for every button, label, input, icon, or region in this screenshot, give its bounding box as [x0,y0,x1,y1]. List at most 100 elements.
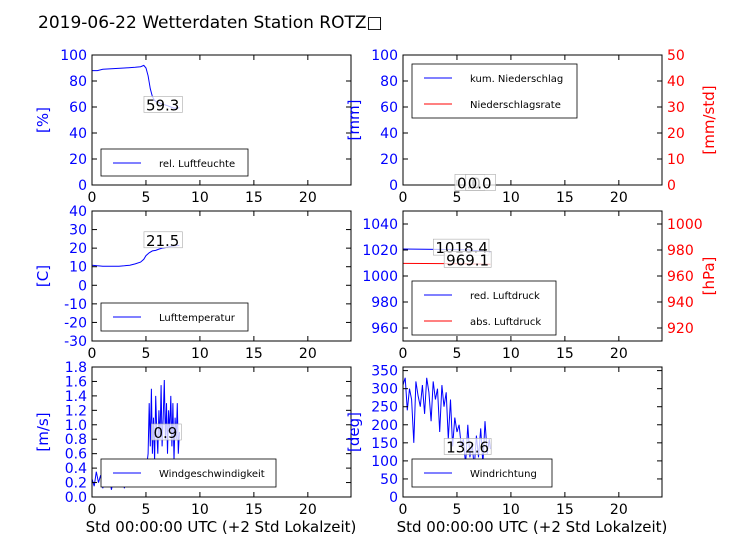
y-tick-label: 40 [380,126,398,142]
y-tick-label: 0 [78,278,87,294]
x-tick-label: 0 [399,346,408,362]
y-tick-label: 1.4 [65,389,87,405]
y2-tick-label: 0 [667,178,676,194]
y-tick-label: 20 [380,152,398,168]
annotation-label: 59.3 [146,96,179,114]
plot-frame [91,366,352,498]
legend-entry: Niederschlagsrate [470,100,561,111]
y2-tick-label: 40 [667,74,685,90]
x-tick-label: 10 [191,190,209,206]
x-tick-label: 0 [88,190,97,206]
y-tick-label: 20 [69,152,87,168]
x-tick-label: 5 [452,346,461,362]
y-tick-label: 80 [380,74,398,90]
y-tick-label: 960 [371,321,398,337]
plot-frame [402,366,663,498]
x-tick-label: 0 [88,346,97,362]
x-tick-label: 15 [245,190,263,206]
legend-entry: red. Luftdruck [470,291,540,302]
x-tick-label: 15 [245,502,263,518]
subplot-lufttemperatur: 0 5 10 15 20 -30 -20 -10 0 10 20 30 40 [C] Lufttempera… [34,204,352,362]
legend: Windrichtung [411,458,553,488]
legend-entry: Windgeschwindigkeit [159,469,265,480]
annotation-label: 969.1 [446,251,489,269]
y-tick-label: 0.8 [65,432,87,448]
legend-entry: abs. Luftdruck [470,317,541,328]
legend: kum. Niederschlag Niederschlagsrate [411,63,578,119]
y-tick-label: 10 [69,260,87,276]
y2-tick-label: 10 [667,152,685,168]
y-tick-label: 100 [371,454,398,470]
legend: Windgeschwindigkeit [100,458,277,488]
x-tick-label: 15 [556,190,574,206]
y-tick-label: 0.6 [65,447,87,463]
y-tick-label: 1000 [362,269,398,285]
x-tick-label: 5 [452,502,461,518]
y-axis-label: [mm] [345,100,363,141]
x-tick-label: 15 [556,346,574,362]
y-tick-label: 980 [371,295,398,311]
y-tick-label: 100 [60,48,87,64]
y-tick-label: 1.8 [65,360,87,376]
y-axis-label: [deg] [345,412,363,452]
annotation-label: 132.6 [446,438,489,456]
x-axis-label-right: Std 00:00:00 UTC (+2 Std Lokalzeit) [397,518,668,536]
y-axis-label: [m/s] [34,412,52,451]
x-tick-label: 20 [610,346,628,362]
y2-tick-label: 1000 [667,217,703,233]
y-axis-label: [%] [34,107,52,133]
y-tick-label: 100 [371,48,398,64]
legend-entry: Windrichtung [470,469,537,480]
subplot-windgeschwindigkeit: 0 5 10 15 20 0.00.20.40.60.81.01.21.41.61.8 [m… [34,360,352,518]
subplot-luftdruck: 0 5 10 15 20 960 980 1000 1020 1040 920 940 960 980 10… [362,210,718,362]
figure-title: 2019-06-22 Wetterdaten Station ROTZ□ [38,13,383,33]
annotation-label: 0.9 [154,424,178,442]
y-axis-label: [C] [34,265,52,287]
x-axis-label-left: Std 00:00:00 UTC (+2 Std Lokalzeit) [86,518,357,536]
x-tick-label: 5 [452,190,461,206]
x-tick-label: 10 [191,346,209,362]
legend-entry: rel. Luftfeuchte [159,159,235,170]
subplot-windrichtung: 0 5 10 15 20050100150200250300350[deg]Windri… [345,364,663,518]
subplot-niederschlag: 0 5 10 15 20 0 20 40 60 80 100 0 10 20 30 40 50 [mm] [mm/s… [345,48,718,206]
legend-box [411,280,557,336]
y-tick-label: 60 [380,100,398,116]
legend-entry: kum. Niederschlag [470,74,563,85]
y-tick-label: 300 [371,382,398,398]
y-tick-label: 80 [69,74,87,90]
legend: red. Luftdruck abs. Luftdruck [411,280,557,336]
y-tick-label: 60 [69,100,87,116]
plot-frame [91,54,352,186]
y-tick-label: 30 [69,223,87,239]
x-tick-label: 20 [299,190,317,206]
y-tick-label: 0.0 [65,490,87,506]
x-tick-label: 0 [399,502,408,518]
subplot-luftfeuchte: 0 5 10 15 20 0 20 40 60 80 100 [%] rel. Luftfeuchte 5… [34,48,352,206]
x-tick-label: 10 [502,502,520,518]
x-tick-label: 20 [610,502,628,518]
y2-tick-label: 30 [667,100,685,116]
y-tick-label: 0 [78,178,87,194]
plot-frame [402,54,663,186]
y2-axis-label: [hPa] [700,257,718,296]
y-tick-label: 50 [380,472,398,488]
y-tick-label: 1.0 [65,418,87,434]
x-tick-label: 5 [141,502,150,518]
legend-box [411,63,578,119]
x-tick-label: 20 [299,346,317,362]
annotation-label: 21.5 [146,232,179,250]
y-tick-label: 0.4 [65,461,87,477]
y-tick-label: 350 [371,364,398,380]
x-tick-label: 15 [245,346,263,362]
legend: rel. Luftfeuchte [100,148,249,177]
annotation-box [443,251,492,268]
x-tick-label: 0 [399,190,408,206]
y-tick-label: 150 [371,436,398,452]
y-tick-label: 1.6 [65,374,87,390]
y-tick-label: 0.2 [65,476,87,492]
x-tick-label: 5 [141,190,150,206]
y2-axis-label: [mm/std] [700,85,718,154]
x-tick-label: 10 [502,346,520,362]
